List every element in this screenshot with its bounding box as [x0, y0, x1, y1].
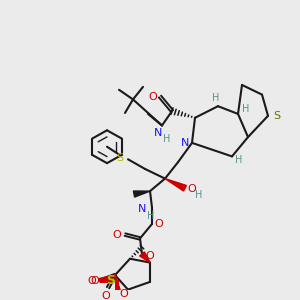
- Text: H: H: [147, 211, 155, 221]
- Text: H: H: [235, 155, 243, 165]
- Text: S: S: [273, 111, 280, 121]
- Polygon shape: [134, 191, 150, 197]
- Text: O: O: [112, 230, 122, 240]
- Text: N: N: [154, 128, 162, 138]
- Text: H: H: [242, 104, 250, 114]
- Text: O: O: [154, 219, 164, 229]
- Text: H: H: [195, 190, 203, 200]
- Polygon shape: [165, 178, 186, 191]
- Text: S: S: [116, 153, 124, 163]
- Text: S: S: [106, 274, 116, 287]
- Polygon shape: [140, 252, 150, 262]
- Text: O: O: [146, 251, 154, 261]
- Text: O: O: [91, 276, 99, 286]
- Text: O: O: [188, 184, 196, 194]
- Text: N: N: [138, 203, 146, 214]
- Text: O: O: [102, 291, 110, 300]
- Text: O: O: [88, 276, 96, 286]
- Text: H: H: [163, 134, 171, 144]
- Text: H: H: [212, 94, 220, 103]
- Text: O: O: [148, 92, 158, 101]
- Text: O: O: [120, 290, 128, 299]
- Text: N: N: [181, 138, 189, 148]
